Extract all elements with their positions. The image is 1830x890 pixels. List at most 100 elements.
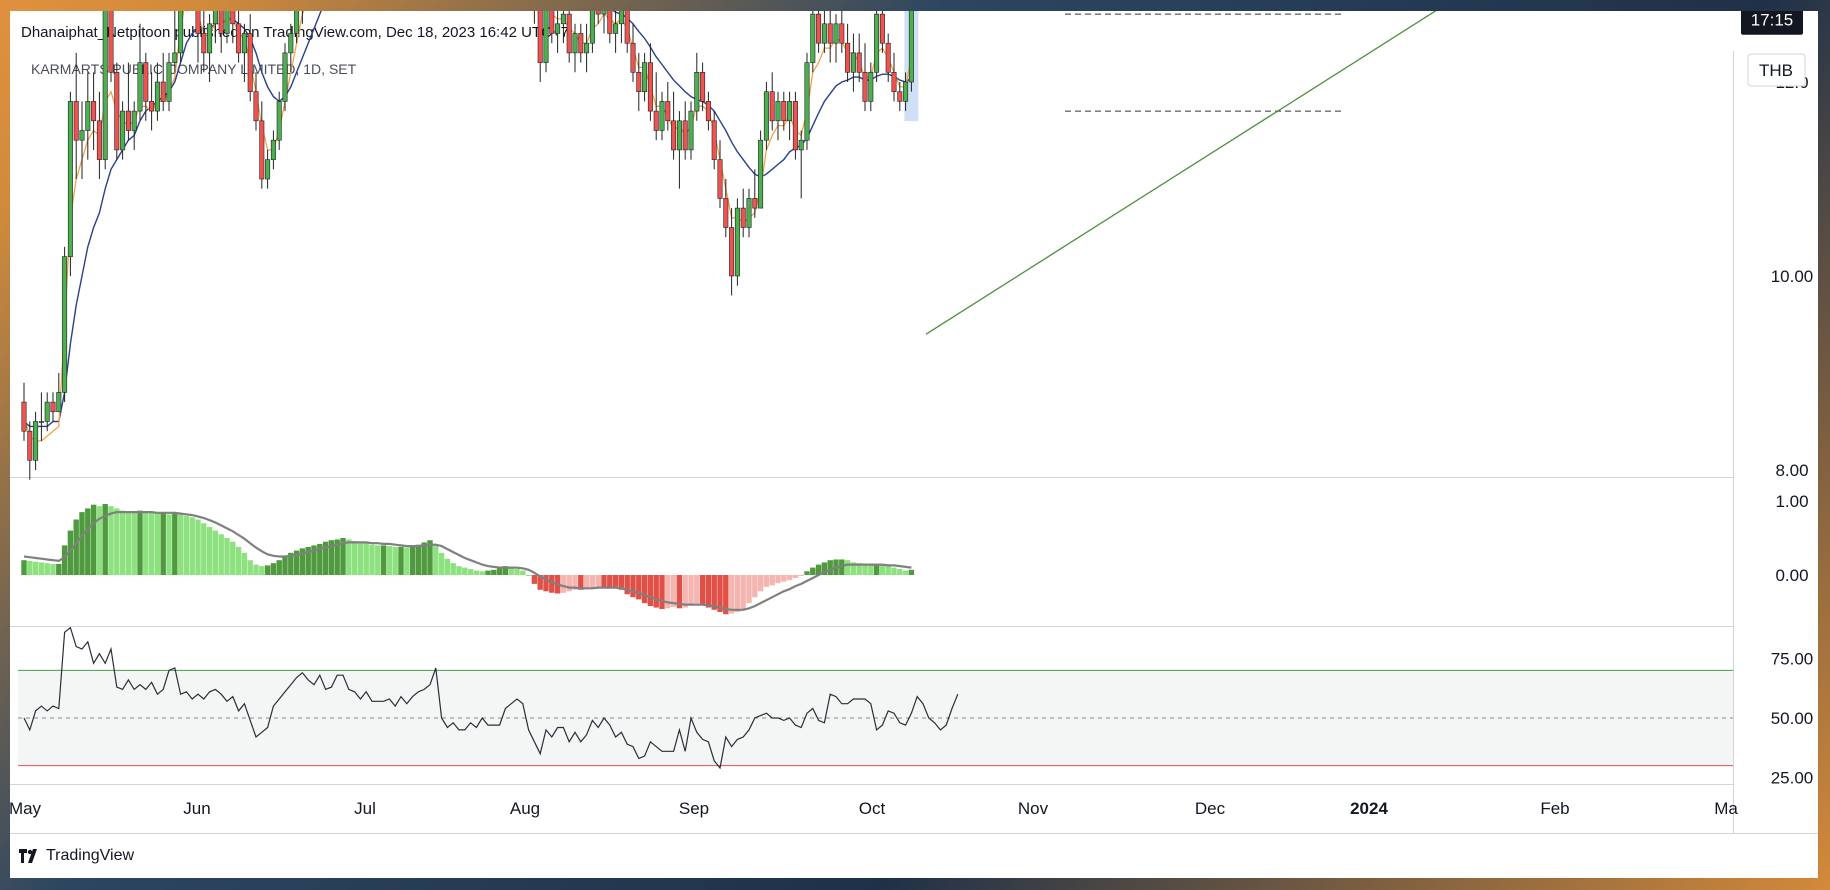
histogram-bar [183,515,190,575]
histogram-bar [380,545,387,575]
currency-button[interactable] [1747,53,1806,87]
histogram-bar [177,514,184,575]
histogram-bar [79,512,85,575]
candle-body [149,101,155,112]
candle-body [160,81,166,102]
histogram-bar [375,545,381,575]
histogram-bar [717,575,723,612]
candle-body [67,101,73,257]
candle-body [746,198,752,228]
candle-body [288,33,294,54]
candle [711,111,717,170]
chart-svg[interactable]: KARMARTS PUBLIC COMPANY LIMITED, 1D, SET… [10,11,1818,878]
histogram-bar [821,562,828,575]
histogram-bar [624,575,630,595]
histogram-bar [56,563,62,575]
candle [572,23,578,73]
candle [862,43,868,112]
histogram-bar [711,575,717,610]
candle-body [27,430,33,461]
candle-body [241,33,247,54]
candle-body [833,23,839,44]
histogram-bar [496,568,503,575]
candle [688,101,694,160]
candle-body [259,120,265,180]
histogram-bar [665,575,671,609]
candle-body [903,81,909,102]
histogram-bar [734,575,741,612]
histogram-bar [450,563,456,575]
histogram-bar [351,540,358,575]
histogram-bar [647,575,654,607]
histogram-bar [125,511,132,575]
histogram-bar [96,506,103,575]
candle [903,72,909,112]
candle [555,11,561,53]
histogram-bar [885,566,891,575]
candle-body [178,11,184,54]
candle-body [682,120,688,151]
rsi-axis-label: 75.00 [1771,650,1814,669]
histogram-bar [102,503,108,575]
tradingview-logo-icon [19,849,37,863]
candle [137,23,143,121]
histogram-bar [61,545,68,575]
histogram-bar [212,530,219,575]
histogram-bar [856,563,862,575]
candle-body [91,101,97,122]
histogram-bar [404,547,410,575]
candle [195,11,201,63]
tradingview-logo[interactable]: TradingView [19,847,134,865]
histogram-bar [166,514,172,575]
histogram-bar [346,539,352,575]
candle-body [56,392,62,413]
ema-fast-line [23,11,913,442]
histogram-bar [369,544,375,575]
candle [897,82,903,112]
time-axis-label: 2024 [1350,799,1388,818]
time-axis-label: Dec [1195,799,1226,818]
histogram-bar [189,517,195,575]
histogram-bar [224,538,230,575]
candle [50,392,56,422]
candle-body [230,11,236,25]
candle [44,392,50,432]
histogram-bar [160,512,166,575]
rsi-axis-label: 50.00 [1771,709,1814,728]
histogram-bar [607,575,613,587]
candle-body [781,101,787,122]
histogram-bar [688,575,694,605]
histogram-bar [560,575,567,593]
histogram-bar [868,564,874,575]
candle-body [810,13,816,63]
candle-body [595,11,601,15]
candle [908,11,914,92]
candle-body [166,62,172,102]
candle [671,91,677,160]
candle [131,101,137,150]
candle-body [201,33,207,54]
histogram-bar [502,566,509,575]
histogram-bar [543,575,549,592]
candle [839,11,845,53]
histogram-bar [137,510,143,575]
candle-body [763,91,769,141]
candle [624,11,630,53]
candle [166,52,172,112]
candle [723,179,729,238]
candle-body [862,71,868,102]
candle [33,411,39,470]
histogram-bar [520,570,526,575]
histogram-bar [525,575,532,576]
candle [584,23,590,73]
histogram-bar [415,544,422,575]
candle [729,208,735,296]
candle-body [276,101,282,141]
candle [224,11,230,44]
candle [108,11,114,82]
histogram-bar [618,575,625,590]
candle-body [821,23,827,44]
candle [154,62,160,121]
candle-body [572,33,578,54]
histogram-bar [705,575,712,608]
